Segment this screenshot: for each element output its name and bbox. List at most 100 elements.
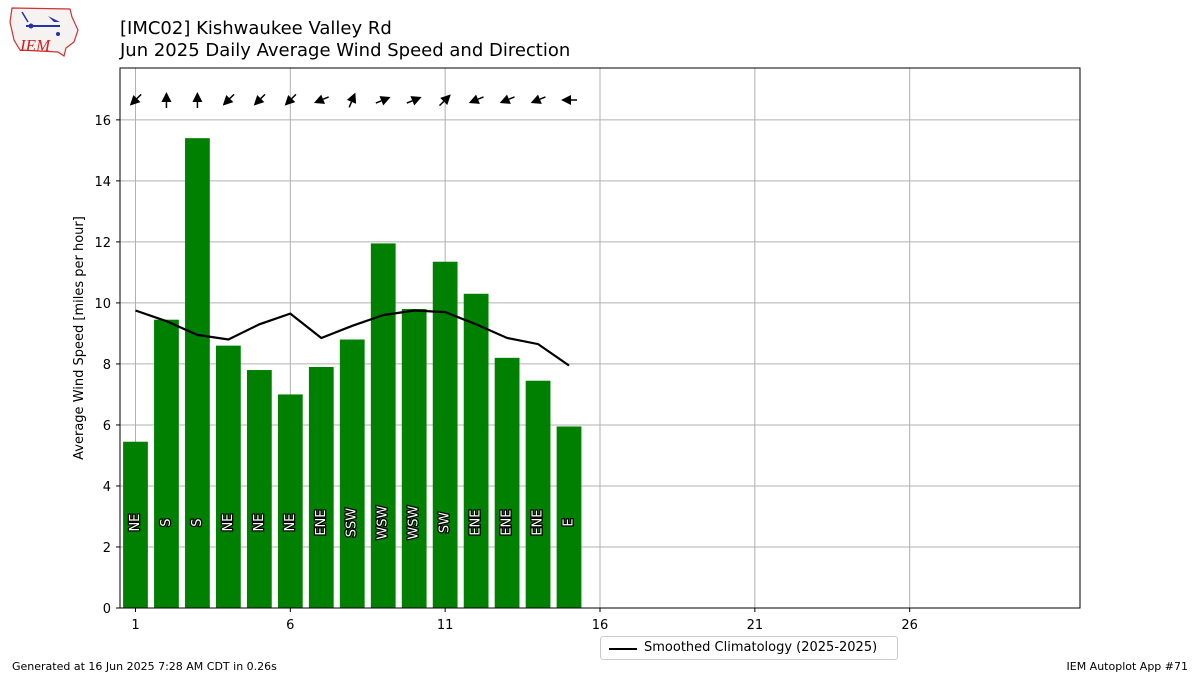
direction-label-day-13: ENE (500, 509, 515, 535)
wind-arrow-day-10 (406, 96, 422, 106)
chart-title: [IMC02] Kishwaukee Valley Rd (120, 18, 392, 39)
chart-legend: Smoothed Climatology (2025-2025) (600, 636, 898, 660)
direction-label-day-10: WSW (407, 505, 422, 539)
legend-climatology-label: Smoothed Climatology (2025-2025) (644, 640, 878, 655)
x-tick-label: 6 (286, 618, 294, 633)
wind-arrow-head (410, 96, 422, 106)
wind-arrow-shaft (406, 100, 413, 104)
wind-arrow-head (253, 95, 265, 106)
wind-arrow-head (161, 92, 172, 102)
bar-day-8 (339, 339, 365, 608)
direction-label-day-9: WSW (376, 505, 391, 539)
iem-logo: IEM (9, 7, 79, 57)
direction-label-day-12: ENE (469, 509, 484, 535)
wind-arrow-shaft (438, 100, 445, 107)
wind-arrow-shaft (260, 93, 266, 100)
y-tick-label: 2 (103, 541, 111, 556)
direction-label-day-14: ENE (531, 509, 546, 535)
y-tick-label: 16 (94, 114, 111, 129)
wind-arrow-shaft (477, 96, 484, 100)
bar-day-13 (494, 357, 520, 608)
wind-arrow-head (468, 94, 480, 104)
wind-arrow-head (284, 95, 296, 106)
y-tick-label: 4 (103, 480, 111, 495)
bar-day-6 (277, 394, 303, 608)
wind-arrow-day-5 (253, 93, 266, 106)
wind-arrow-shaft (291, 93, 297, 100)
wind-arrow-head (379, 96, 391, 106)
bar-day-11 (432, 261, 458, 608)
y-tick-label: 8 (103, 358, 111, 373)
y-axis-ticks: 0 2 4 6 8 10 12 14 16 (94, 114, 120, 617)
wind-arrows-group (129, 92, 578, 108)
bar-day-2 (154, 319, 179, 608)
direction-label-day-1: NE (128, 514, 143, 532)
wind-arrow-day-4 (222, 93, 235, 106)
direction-label-day-6: NE (283, 514, 298, 532)
direction-labels-group: NE S S NE NE NE ENE SSW WSW WSW SW ENE ENE ENE E (127, 504, 578, 541)
wind-arrow-day-1 (129, 93, 142, 106)
wind-arrow-shaft (348, 101, 353, 108)
wind-arrow-head (499, 94, 511, 104)
direction-label-day-11: SW (438, 512, 453, 533)
wind-arrow-day-2 (161, 92, 172, 108)
wind-arrow-head (222, 95, 234, 106)
bar-day-14 (525, 380, 551, 608)
x-tick-label: 1 (131, 618, 139, 633)
direction-label-day-4: NE (221, 514, 236, 532)
x-tick-label: 21 (747, 618, 764, 633)
bars-group (123, 138, 582, 609)
x-tick-label: 16 (592, 618, 609, 633)
logo-text: IEM (19, 36, 51, 55)
y-tick-label: 10 (94, 297, 111, 312)
wind-arrow-day-14 (530, 94, 546, 104)
wind-arrow-head (346, 92, 357, 104)
bar-day-7 (308, 366, 334, 608)
wind-arrow-head (313, 94, 326, 104)
bar-day-5 (246, 370, 272, 608)
bar-day-12 (463, 293, 489, 608)
direction-label-day-7: ENE (314, 509, 329, 535)
footer-app: IEM Autoplot App #71 (1066, 660, 1189, 673)
climatology-line (135, 309, 570, 367)
x-axis-ticks: 1 6 11 16 21 26 (131, 608, 918, 633)
wind-arrow-day-11 (438, 94, 451, 107)
direction-label-day-5: NE (252, 514, 267, 532)
y-tick-label: 12 (94, 236, 111, 251)
wind-arrow-day-7 (313, 94, 329, 104)
wind-arrow-day-12 (468, 94, 484, 104)
wind-arrow-day-6 (284, 93, 297, 106)
x-tick-label: 26 (901, 618, 918, 633)
wind-arrow-day-3 (192, 92, 203, 108)
wind-arrow-day-9 (375, 96, 391, 106)
wind-arrow-shaft (375, 100, 382, 104)
bar-day-9 (370, 243, 396, 609)
wind-arrow-day-8 (346, 92, 357, 108)
wind-arrow-shaft (136, 93, 142, 100)
direction-label-day-2: S (159, 518, 174, 526)
wind-arrow-day-15 (561, 95, 578, 105)
legend-line-swatch (609, 648, 637, 650)
wind-arrow-day-13 (499, 94, 515, 104)
y-tick-label: 14 (94, 175, 111, 190)
bar-day-15 (556, 426, 582, 608)
wind-arrow-shaft (322, 96, 329, 100)
bar-day-1 (123, 441, 148, 608)
wind-arrow-shaft (508, 96, 515, 100)
chart-subtitle: Jun 2025 Daily Average Wind Speed and Di… (120, 40, 571, 61)
wind-arrow-head (192, 92, 203, 102)
wind-arrow-head (561, 95, 572, 105)
direction-label-day-15: E (562, 518, 577, 526)
bar-day-10 (401, 309, 427, 608)
y-tick-label: 6 (103, 419, 111, 434)
bar-day-4 (216, 345, 241, 608)
bar-day-3 (185, 138, 210, 608)
wind-arrow-head (129, 95, 141, 106)
wind-arrow-shaft (229, 93, 235, 100)
y-tick-label: 0 (103, 602, 111, 617)
wind-arrow-shaft (539, 96, 546, 100)
direction-label-day-8: SSW (345, 508, 360, 538)
y-axis-label: Average Wind Speed [miles per hour] (72, 216, 87, 460)
direction-label-day-3: S (190, 518, 205, 526)
